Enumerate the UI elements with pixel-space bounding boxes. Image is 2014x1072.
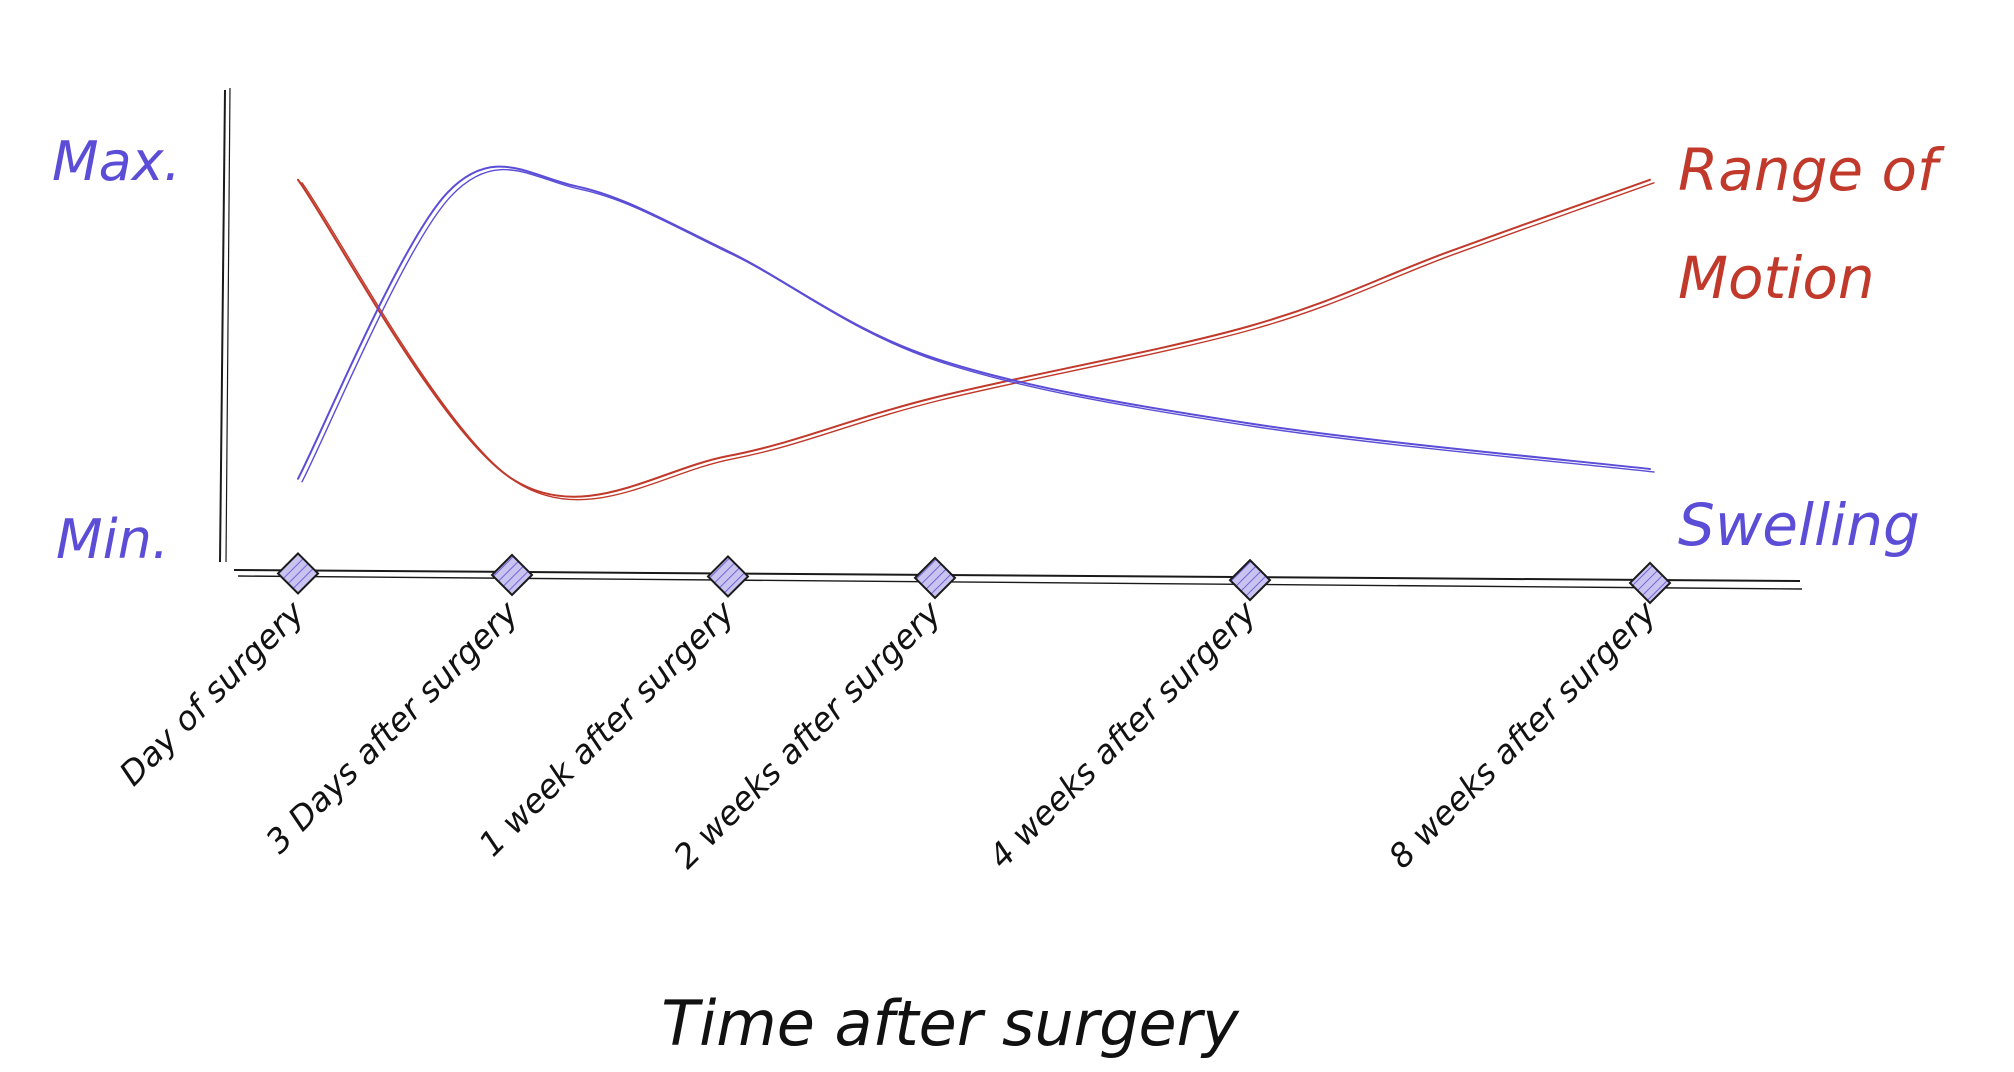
x-axis-marker-4	[913, 556, 957, 600]
x-axis-marker-1	[276, 552, 320, 595]
y-tick-label-max: Max.	[52, 130, 181, 193]
marker-layer	[276, 552, 1672, 605]
series-swelling	[297, 165, 1655, 483]
series-labels: Range of Motion Swelling	[1678, 136, 1945, 559]
x-axis-marker-3	[706, 555, 750, 598]
x-tick-label-5: 4 weeks after surgery	[981, 593, 1264, 876]
y-axis	[219, 87, 231, 563]
series-label-swelling-line-1: Swelling	[1678, 491, 1920, 559]
x-tick-label-6: 8 weeks after surgery	[1381, 593, 1664, 876]
x-axis	[233, 569, 1803, 590]
y-tick-label-min: Min.	[56, 508, 169, 571]
x-axis-marker-6	[1628, 561, 1672, 605]
series-layer	[297, 165, 1655, 501]
x-axis-marker-2	[490, 553, 534, 597]
series-label-range-of-motion-line-1: Range of	[1678, 136, 1945, 204]
series-line-echo	[301, 168, 1655, 483]
series-label-range-of-motion-line-2: Motion	[1678, 244, 1875, 312]
series-line	[297, 165, 1651, 480]
x-axis-marker-5	[1228, 558, 1272, 602]
series-line	[297, 178, 1651, 498]
series-range-of-motion	[297, 178, 1655, 501]
x-tick-label-1: Day of surgery	[112, 593, 312, 793]
series-line-echo	[301, 182, 1655, 501]
x-axis-title: Time after surgery	[661, 987, 1240, 1060]
